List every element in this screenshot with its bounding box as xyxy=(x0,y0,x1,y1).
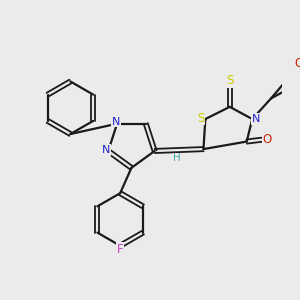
Text: N: N xyxy=(252,114,260,124)
Text: N: N xyxy=(102,145,110,155)
Text: O: O xyxy=(295,57,300,70)
Text: S: S xyxy=(197,112,204,124)
Text: O: O xyxy=(263,133,272,146)
Text: S: S xyxy=(226,74,233,87)
Text: N: N xyxy=(112,117,120,127)
Text: H: H xyxy=(173,154,181,164)
Text: F: F xyxy=(117,243,124,256)
